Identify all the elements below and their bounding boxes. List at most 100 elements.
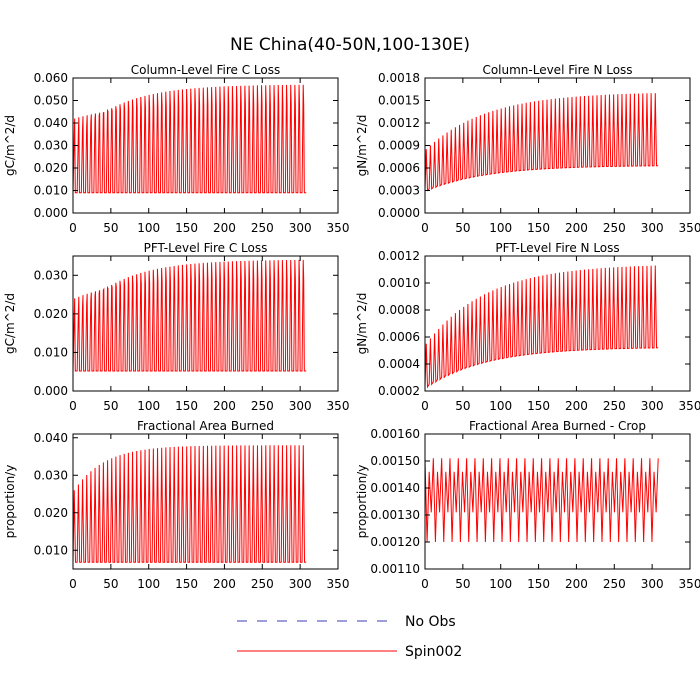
x-tick-label: 100: [489, 577, 512, 591]
y-tick-label: 0.000: [34, 384, 68, 398]
y-tick-label: 0.020: [34, 307, 68, 321]
plot-frame: [72, 433, 339, 570]
x-tick-label: 200: [565, 399, 588, 413]
chart-panel-1: Column-Level Fire C Loss gC/m^2/d 0 50 100 15…: [3, 63, 349, 235]
x-tick-label: 250: [603, 221, 626, 235]
x-tick-label: 350: [327, 221, 350, 235]
y-axis-label: proportion/y: [355, 465, 369, 539]
x-tick-label: 150: [175, 399, 198, 413]
y-tick-label: 0.0004: [378, 357, 420, 371]
chart-panel-5: Fractional Area Burned proportion/y 0 50 100…: [3, 419, 349, 591]
y-tick-label: 0.050: [34, 94, 68, 108]
y-tick-label: 0.00130: [370, 508, 420, 522]
y-tick-label: 0.020: [34, 161, 68, 175]
x-tick-label: 300: [641, 399, 664, 413]
x-tick-label: 250: [603, 577, 626, 591]
legend-label-no-obs: No Obs: [405, 614, 456, 630]
x-tick-label: 100: [137, 221, 160, 235]
x-tick-label: 350: [679, 221, 700, 235]
y-tick-label: 0.0003: [378, 184, 420, 198]
y-tick-label: 0.000: [34, 206, 68, 220]
x-tick-label: 350: [327, 577, 350, 591]
y-tick-label: 0.010: [34, 345, 68, 359]
plot-frame: [424, 255, 691, 392]
series-line-spin002: [424, 265, 659, 389]
series-line-spin002: [424, 458, 659, 543]
y-tick-label: 0.00140: [370, 481, 420, 495]
x-tick-label: 250: [251, 399, 274, 413]
x-tick-label: 200: [565, 577, 588, 591]
panel-title: Fractional Area Burned: [137, 419, 274, 433]
x-tick-label: 150: [175, 221, 198, 235]
y-tick-label: 0.0009: [378, 139, 420, 153]
y-tick-label: 0.0012: [378, 116, 420, 130]
x-tick-label: 100: [489, 221, 512, 235]
y-tick-label: 0.010: [34, 184, 68, 198]
y-tick-label: 0.0000: [378, 206, 420, 220]
series-line-spin002: [424, 93, 659, 192]
x-tick-label: 150: [527, 221, 550, 235]
y-tick-label: 0.0006: [378, 330, 420, 344]
y-tick-label: 0.00160: [370, 427, 420, 441]
series-line-spin002: [72, 445, 307, 563]
y-tick-label: 0.030: [34, 468, 68, 482]
y-axis-label: proportion/y: [3, 465, 17, 539]
chart-panel-2: Column-Level Fire N Loss gN/m^2/d 0 50 100 15…: [355, 63, 700, 235]
y-tick-label: 0.0015: [378, 94, 420, 108]
y-tick-label: 0.0010: [378, 276, 420, 290]
x-tick-label: 50: [103, 577, 118, 591]
y-tick-label: 0.030: [34, 139, 68, 153]
chart-panel-3: PFT-Level Fire C Loss gC/m^2/d 0 50 100 150 20…: [3, 241, 349, 413]
y-axis-label: gN/m^2/d: [355, 293, 369, 355]
x-tick-label: 200: [213, 577, 236, 591]
figure-title: NE China(40-50N,100-130E): [230, 35, 470, 55]
panel-title: PFT-Level Fire C Loss: [144, 241, 268, 255]
y-axis-label: gC/m^2/d: [3, 293, 17, 354]
y-tick-label: 0.030: [34, 268, 68, 282]
x-tick-label: 0: [69, 221, 77, 235]
panel-title: Column-Level Fire N Loss: [482, 63, 632, 77]
x-tick-label: 250: [251, 221, 274, 235]
y-tick-label: 0.040: [34, 116, 68, 130]
x-tick-label: 150: [527, 577, 550, 591]
legend: No Obs Spin002: [237, 614, 462, 660]
x-tick-label: 100: [489, 399, 512, 413]
x-tick-label: 50: [455, 577, 470, 591]
y-tick-label: 0.0012: [378, 249, 420, 263]
y-tick-label: 0.060: [34, 71, 68, 85]
y-tick-label: 0.00120: [370, 535, 420, 549]
y-tick-label: 0.00150: [370, 454, 420, 468]
legend-label-spin002: Spin002: [405, 644, 462, 660]
x-tick-label: 300: [289, 221, 312, 235]
y-tick-label: 0.0006: [378, 161, 420, 175]
x-tick-label: 300: [641, 221, 664, 235]
chart-panel-4: PFT-Level Fire N Loss gN/m^2/d 0 50 100 150 20…: [355, 241, 700, 413]
panel-title: Fractional Area Burned - Crop: [469, 419, 646, 433]
y-tick-label: 0.040: [34, 431, 68, 445]
x-tick-label: 350: [327, 399, 350, 413]
x-tick-label: 300: [289, 399, 312, 413]
y-tick-label: 0.010: [34, 543, 68, 557]
x-tick-label: 200: [213, 399, 236, 413]
series-line-spin002: [72, 259, 307, 372]
chart-panels: Column-Level Fire C Loss gC/m^2/d 0 50 100 15…: [3, 63, 700, 591]
y-axis-label: gN/m^2/d: [355, 115, 369, 177]
x-tick-label: 250: [603, 399, 626, 413]
x-tick-label: 150: [175, 577, 198, 591]
x-tick-label: 0: [421, 399, 429, 413]
x-tick-label: 50: [103, 221, 118, 235]
chart-panel-6: Fractional Area Burned - Crop proportion/…: [355, 419, 700, 591]
y-axis-label: gC/m^2/d: [3, 115, 17, 176]
x-tick-label: 300: [289, 577, 312, 591]
series-line-spin002: [72, 84, 307, 194]
x-tick-label: 100: [137, 577, 160, 591]
x-tick-label: 350: [679, 399, 700, 413]
x-tick-label: 200: [565, 221, 588, 235]
x-tick-label: 250: [251, 577, 274, 591]
y-tick-label: 0.020: [34, 506, 68, 520]
panel-title: Column-Level Fire C Loss: [131, 63, 281, 77]
x-tick-label: 0: [421, 221, 429, 235]
x-tick-label: 50: [103, 399, 118, 413]
plot-frame: [72, 255, 339, 392]
